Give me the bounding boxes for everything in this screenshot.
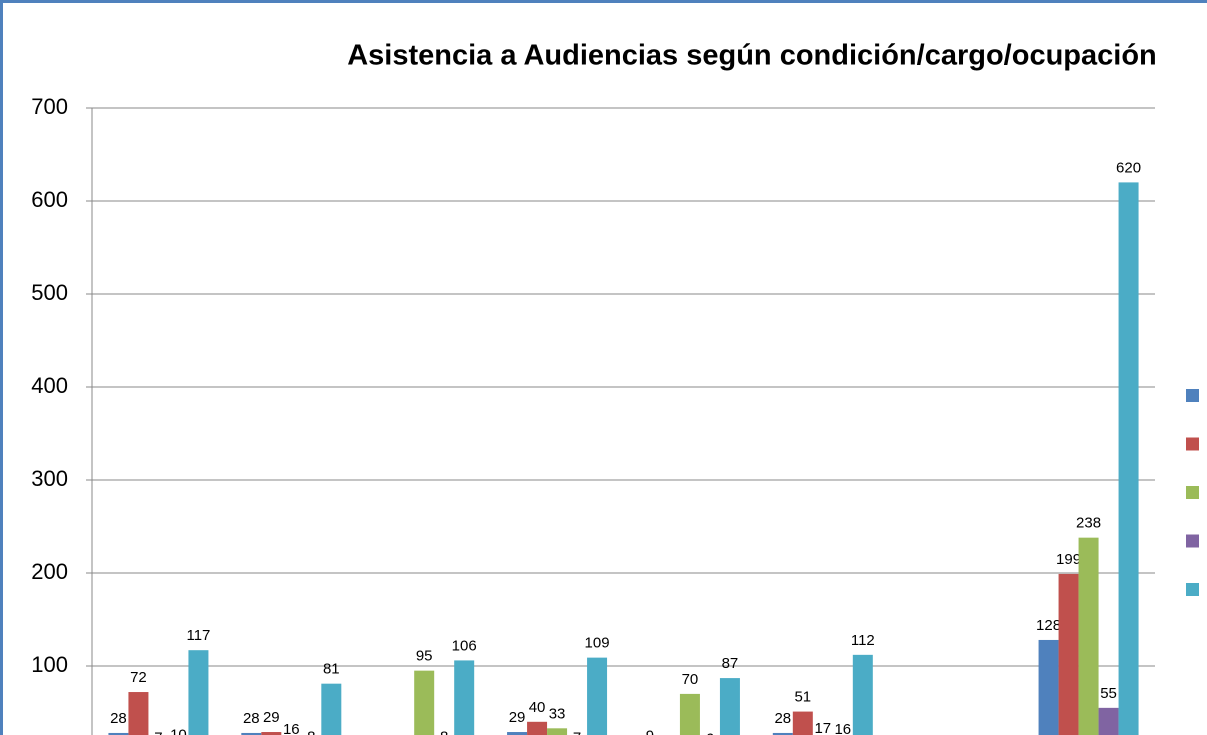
legend-marker xyxy=(1186,437,1199,451)
data-label: 4 xyxy=(912,732,920,735)
data-label: 106 xyxy=(452,637,477,654)
bar xyxy=(128,692,149,735)
data-label: 8 xyxy=(440,729,448,735)
bar xyxy=(1078,537,1099,735)
bar xyxy=(414,670,435,735)
data-label: 10 xyxy=(170,727,187,735)
data-label: 128 xyxy=(1036,617,1061,634)
data-label: 28 xyxy=(243,710,260,727)
data-label: 620 xyxy=(1116,159,1141,176)
bar xyxy=(852,654,873,735)
legend-marker xyxy=(1186,389,1199,402)
data-label: 109 xyxy=(585,635,610,652)
data-label: 95 xyxy=(416,648,433,665)
bar xyxy=(454,660,475,735)
data-label: 70 xyxy=(682,671,699,688)
bar xyxy=(1098,707,1119,735)
data-label: 87 xyxy=(722,655,739,672)
data-label: 29 xyxy=(263,709,280,726)
data-label: 16 xyxy=(834,721,851,735)
data-label: 4 xyxy=(932,732,940,735)
y-tick-label: 300 xyxy=(31,466,68,491)
data-label: 72 xyxy=(130,669,147,686)
bar xyxy=(1118,182,1139,735)
bar xyxy=(261,732,282,735)
bar xyxy=(108,732,129,735)
bar xyxy=(679,693,700,735)
bar xyxy=(188,650,209,735)
data-label: 117 xyxy=(186,627,210,644)
bar xyxy=(772,732,793,735)
data-label: 238 xyxy=(1076,515,1101,532)
data-label: 16 xyxy=(283,721,300,735)
bar xyxy=(321,683,342,735)
data-label: 33 xyxy=(549,705,566,722)
data-label: 17 xyxy=(814,720,831,735)
data-label: 29 xyxy=(509,709,526,726)
bar xyxy=(587,657,608,735)
legend-marker xyxy=(1186,534,1199,548)
bar xyxy=(1038,639,1059,735)
bar xyxy=(1058,573,1079,735)
y-tick-label: 500 xyxy=(31,280,68,305)
bar xyxy=(507,732,528,735)
data-label: 28 xyxy=(110,710,127,727)
data-label: 8 xyxy=(307,729,315,735)
data-label: 40 xyxy=(529,699,546,716)
data-label: 7 xyxy=(573,729,581,735)
legend-marker xyxy=(1186,486,1199,499)
y-tick-label: 400 xyxy=(31,373,68,398)
data-label: 9 xyxy=(646,728,654,735)
data-label: 28 xyxy=(774,710,791,727)
y-tick-label: 700 xyxy=(31,94,68,119)
y-tick-label: 200 xyxy=(31,559,68,584)
data-label: 81 xyxy=(323,661,340,678)
bar xyxy=(547,728,568,735)
bar xyxy=(527,721,548,735)
data-label: 199 xyxy=(1056,551,1081,568)
y-tick-label: 600 xyxy=(31,187,68,212)
data-label: 7 xyxy=(154,729,162,735)
bar xyxy=(241,732,262,735)
data-label: 51 xyxy=(794,689,811,706)
bar xyxy=(792,711,813,735)
data-label: 112 xyxy=(851,632,875,649)
y-tick-label: 100 xyxy=(31,652,68,677)
legend-marker xyxy=(1186,583,1199,596)
data-label: 6 xyxy=(706,730,714,735)
bar xyxy=(719,678,740,735)
chart-title: Asistencia a Audiencias según condición/… xyxy=(347,40,1157,72)
data-label: 55 xyxy=(1100,685,1117,702)
